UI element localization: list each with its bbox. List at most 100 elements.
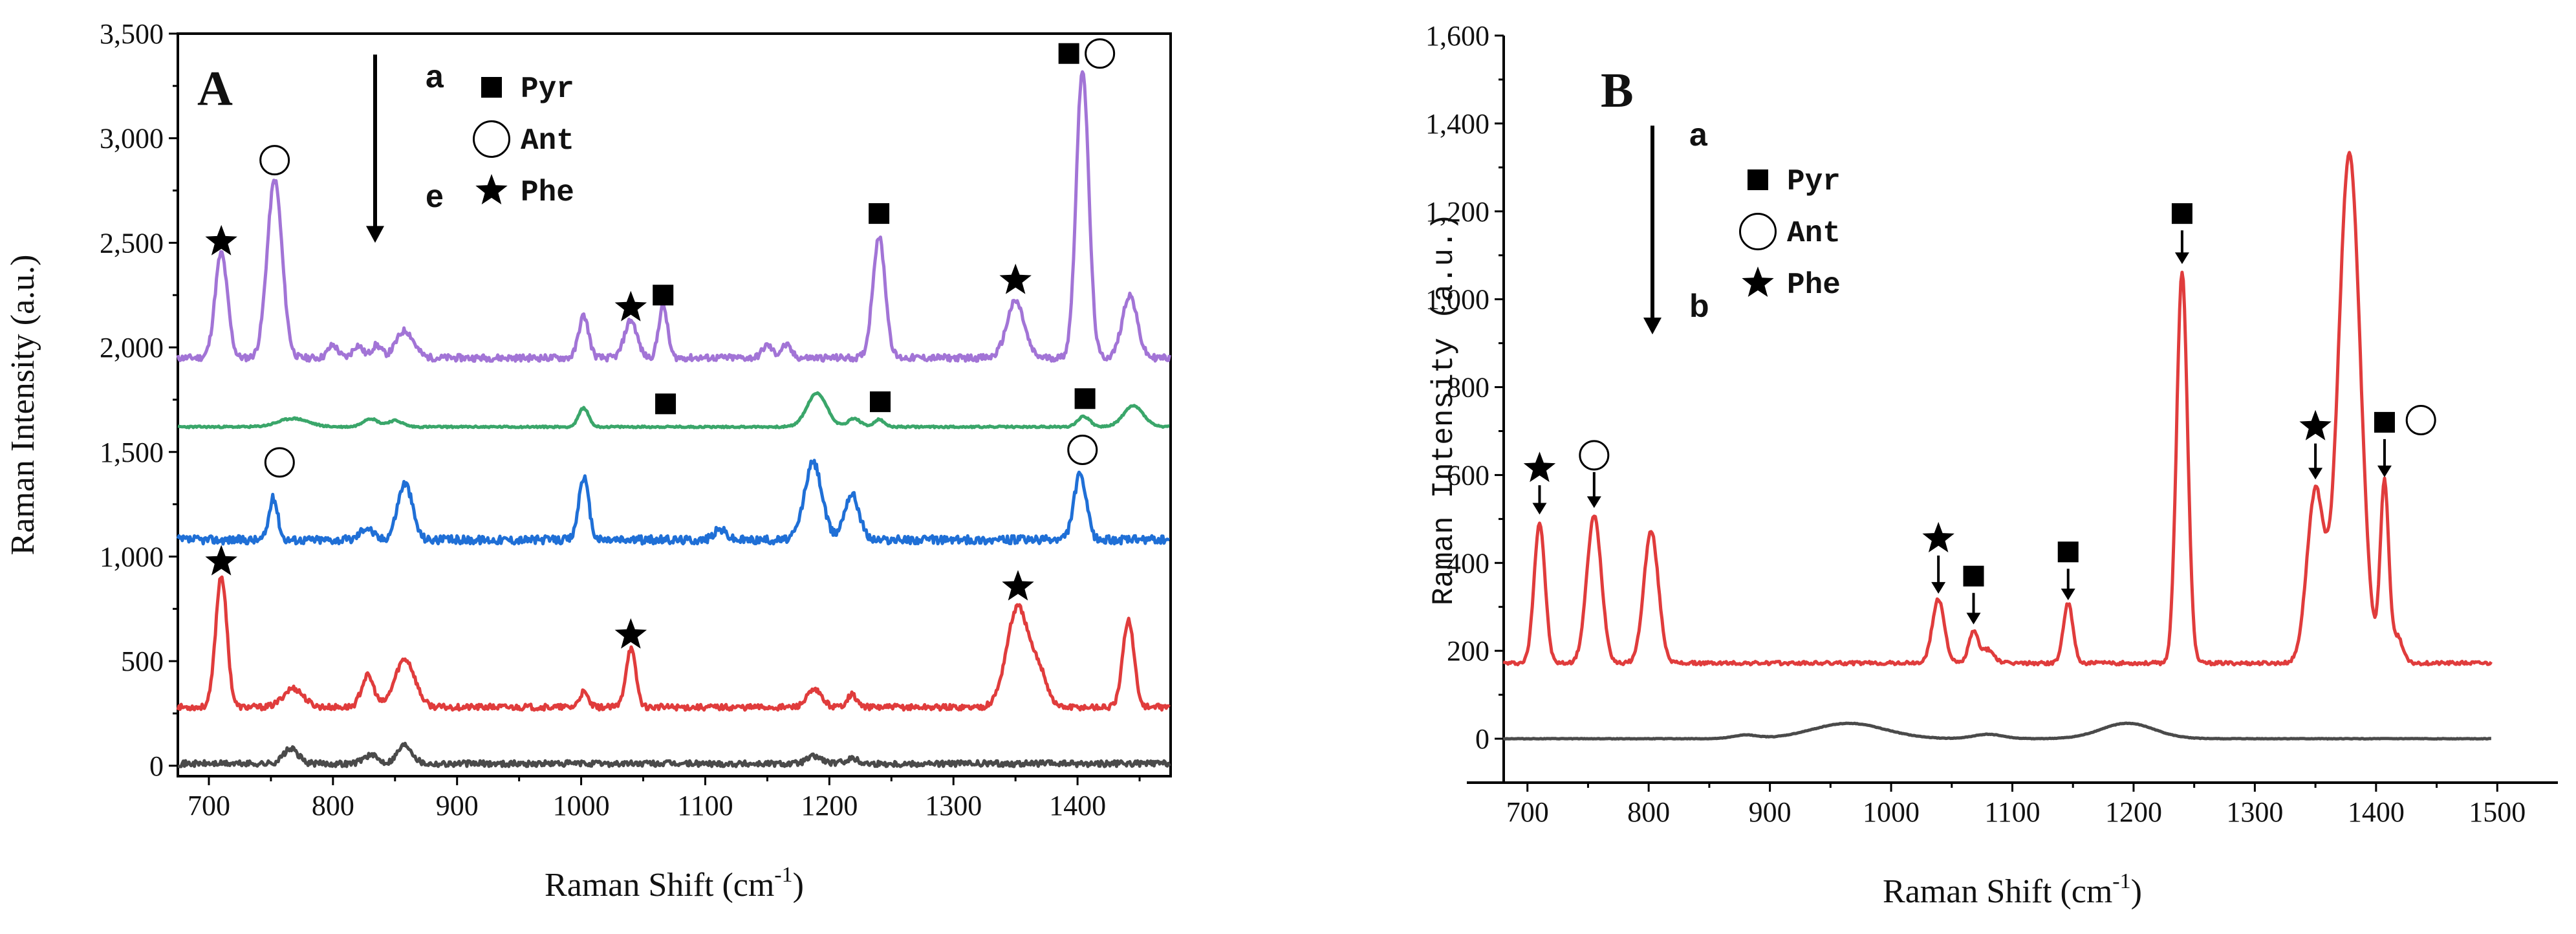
peak-marker-star — [1523, 451, 1556, 483]
x-tick-label: 700 — [1506, 796, 1549, 828]
series-line-c — [176, 459, 1171, 546]
y-tick-label: 800 — [1447, 372, 1489, 404]
x-tick-label: 1200 — [2105, 796, 2162, 828]
legend-label: Ant — [521, 124, 574, 158]
series-line-a — [176, 70, 1171, 363]
x-tick-label: 700 — [188, 790, 230, 821]
legend-marker-square — [481, 77, 502, 98]
x-axis-title-close: ) — [793, 867, 804, 904]
series-line-b — [1502, 721, 2492, 741]
panel-B: 0 200 400 600 800 1,000 1,200 1,400 1,600 700 800 9… — [1425, 20, 2558, 910]
x-axis-title-main: Raman Shift (cm — [545, 867, 774, 904]
x-tick-label: 800 — [1627, 796, 1670, 828]
peak-arrow-head — [1966, 613, 1981, 625]
x-tick-label: 900 — [436, 790, 479, 821]
y-tick-label: 600 — [1447, 459, 1489, 491]
sample-order-arrowhead — [366, 226, 384, 243]
x-tick-label: 1400 — [1049, 790, 1106, 821]
x-tick-label: 1500 — [2469, 796, 2526, 828]
peak-marker-circle — [264, 447, 295, 478]
peak-marker-square — [655, 393, 676, 415]
peak-marker-circle — [1579, 440, 1610, 471]
peak-marker-square — [870, 391, 891, 413]
series-line-a — [1502, 151, 2493, 667]
legend-label: Pyr — [1787, 165, 1841, 199]
y-tick-label: 1,000 — [100, 541, 164, 572]
peak-marker-square — [869, 203, 890, 224]
sample-label-top: a — [426, 58, 444, 94]
x-tick-label: 1100 — [677, 790, 733, 821]
y-tick-label: 3,000 — [100, 123, 164, 155]
y-tick-label: 1,000 — [1425, 284, 1489, 316]
x-tick-label: 1000 — [553, 790, 610, 821]
x-tick-label: 800 — [312, 790, 354, 821]
peak-arrow-head — [2061, 589, 2075, 601]
panel-label: A — [197, 61, 233, 116]
sample-label-bottom: e — [426, 178, 444, 214]
y-tick-label: 0 — [149, 750, 164, 782]
peak-arrow-head — [2174, 252, 2189, 265]
peak-arrow-head — [1931, 581, 1946, 594]
y-tick-label: 2,000 — [100, 332, 164, 364]
legend-marker-star — [1742, 266, 1774, 297]
peak-marker-square — [2171, 203, 2192, 224]
x-axis-title-main: Raman Shift (cm — [1883, 873, 2112, 910]
peak-arrow-head — [1532, 503, 1547, 515]
x-tick-label: 1400 — [2348, 796, 2405, 828]
sample-label-top: a — [1689, 116, 1708, 153]
y-tick-label: 1,600 — [1425, 20, 1489, 52]
y-tick-label: 400 — [1447, 547, 1489, 579]
y-tick-label: 3,500 — [100, 18, 164, 50]
panel-A: 0 500 1,000 1,500 2,000 2,500 3,000 3,500 700 800… — [5, 18, 1172, 904]
panel-label: B — [1601, 63, 1634, 118]
legend-label: Phe — [521, 176, 574, 210]
legend-marker-circle — [473, 120, 510, 158]
x-tick-label: 1200 — [801, 790, 858, 821]
legend-label: Phe — [1787, 268, 1841, 302]
peak-marker-star — [205, 545, 237, 576]
x-tick-label: 1100 — [1984, 796, 2040, 828]
plot-frame — [177, 32, 1172, 777]
peak-arrow-head — [2308, 468, 2323, 480]
peak-marker-star — [1002, 570, 1034, 601]
peak-marker-star — [2299, 409, 2332, 440]
legend-label: Pyr — [521, 72, 574, 106]
legend-marker-square — [1748, 169, 1768, 190]
x-tick-label: 1000 — [1863, 796, 1920, 828]
y-tick-label: 1,500 — [100, 437, 164, 468]
peak-arrow-head — [2377, 465, 2392, 477]
y-axis-title: Raman Intensity (a.u.) — [5, 255, 41, 556]
peak-marker-circle — [259, 145, 290, 176]
y-tick-label: 0 — [1475, 723, 1489, 755]
peak-marker-circle — [1067, 435, 1098, 466]
peak-marker-square — [653, 285, 674, 306]
y-tick-label: 2,500 — [100, 227, 164, 259]
y-tick-label: 200 — [1447, 635, 1489, 667]
x-tick-label: 1300 — [2226, 796, 2283, 828]
peak-marker-star — [205, 224, 237, 255]
series-line-b — [177, 391, 1171, 429]
peak-marker-star — [614, 290, 647, 321]
x-axis-title-sup: -1 — [2112, 869, 2130, 893]
y-axis-title: Raman Intensity (a.u.) — [1427, 213, 1461, 605]
sample-label-bottom: b — [1689, 288, 1709, 324]
x-axis-title-sup: -1 — [774, 863, 792, 887]
peak-marker-star — [614, 618, 647, 649]
peak-marker-star — [1922, 521, 1954, 552]
series-line-e — [177, 741, 1171, 768]
legend-label: Ant — [1787, 217, 1841, 250]
peak-marker-circle — [2405, 404, 2436, 435]
peak-arrow-head — [1586, 496, 1601, 508]
peak-marker-square — [2057, 541, 2079, 563]
peak-marker-square — [1058, 43, 1079, 64]
peak-marker-square — [1963, 565, 1984, 587]
legend-marker-star — [475, 174, 508, 204]
peak-marker-square — [1074, 388, 1096, 409]
y-tick-label: 1,200 — [1425, 196, 1489, 228]
x-axis-title-close: ) — [2131, 873, 2142, 910]
peak-marker-square — [2374, 411, 2395, 433]
x-axis-title: Raman Shift (cm-1) — [545, 863, 804, 904]
sample-order-arrowhead — [1643, 318, 1661, 334]
y-tick-label: 500 — [121, 646, 164, 677]
